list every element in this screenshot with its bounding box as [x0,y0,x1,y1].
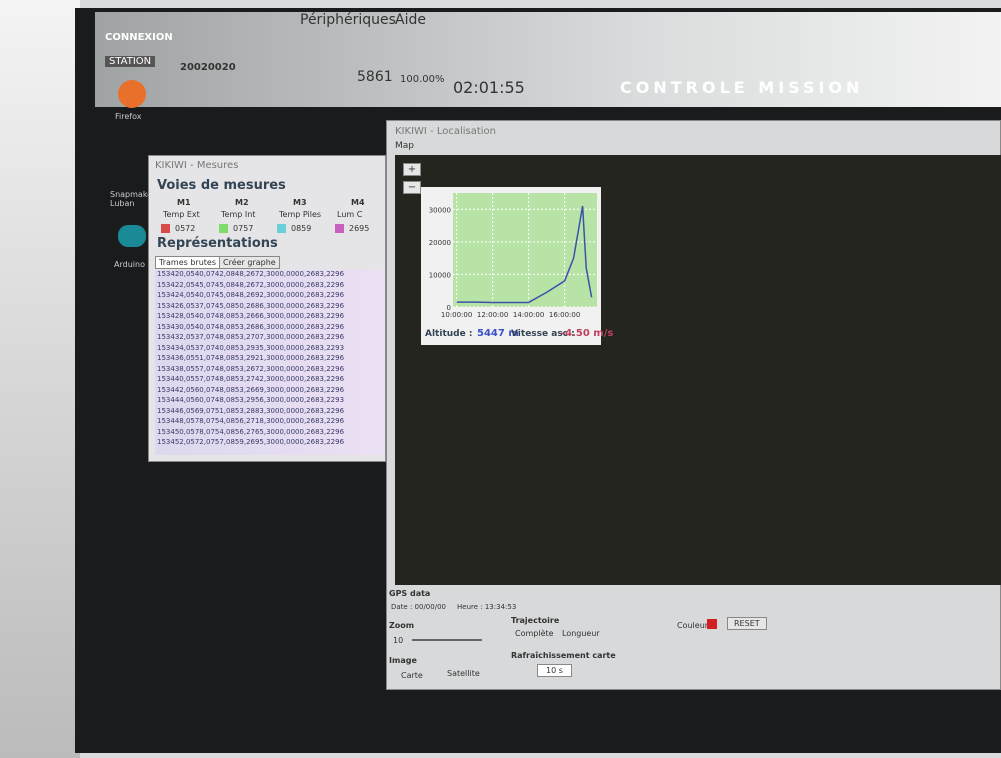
window-title: KIKIWI - Localisation [395,126,497,137]
refresh-select[interactable]: 10 s [537,664,572,677]
zoom-label: Zoom [389,621,415,630]
speed-value: -4.50 m/s [561,328,614,339]
reset-button[interactable]: RESET [727,617,767,630]
frame-row: 153426,0537,0745,0850,2686,3000,0000,268… [157,301,345,310]
channel-swatch [277,224,286,233]
y-tick-label: 0 [447,304,451,312]
channel-value: 0859 [291,224,312,233]
longueur-label: Longueur [562,629,600,638]
window-title: KIKIWI - Mesures [155,160,239,171]
x-tick-label: 14:00:00 [513,311,544,319]
frame-row: 153446,0569,0751,0853,2883,3000,0000,268… [157,406,345,415]
x-tick-label: 10:00:00 [441,311,472,319]
firefox-icon[interactable] [118,80,146,108]
frames-list: 153420,0540,0742,0848,2672,3000,0000,268… [155,270,383,455]
frame-row: 153420,0540,0742,0848,2672,3000,0000,268… [157,270,345,278]
speed-label: Vitesse asc : [511,329,575,339]
trajectoire-label: Trajectoire [511,616,560,625]
arduino-icon[interactable] [118,225,146,247]
channel-swatch [219,224,228,233]
channel-id: M1 [177,198,191,207]
image-label: Image [389,656,417,665]
plot-area [453,193,597,307]
frames-count: 5861 [357,69,393,85]
channel-value: 0757 [233,224,254,233]
frame-row: 153438,0557,0748,0853,2672,3000,0000,268… [157,364,345,373]
connexion-label: CONNEXION [105,32,173,43]
channel-name: Temp Int [221,210,256,219]
y-tick-label: 10000 [429,271,451,279]
altitude-value: 5447 m [477,328,519,339]
menu-item[interactable]: Périphériques [300,12,396,28]
altitude-chart: 0 10000 20000 30000 10:00:00 12:00:00 14:00:00… [429,193,597,319]
station-label: STATION [105,56,156,67]
map-label: Map [395,141,414,151]
couleur-label: Couleur [677,621,709,630]
channel-value: 0572 [175,224,196,233]
frame-row: 153436,0551,0748,0853,2921,3000,0000,268… [157,354,345,362]
x-tick-label: 16:00:00 [549,311,580,319]
channel-name: Temp Ext [163,210,200,219]
channel-swatch [161,224,170,233]
gps-date: Date : 00/00/00 [391,603,446,611]
frame-row: 153450,0578,0754,0856,2765,3000,0000,268… [157,427,345,436]
frame-row: 153440,0557,0748,0853,2742,3000,0000,268… [157,375,345,383]
zoom-value: 10 [393,636,404,645]
percent: 100.00% [400,74,445,85]
map: + − 0 10000 20000 30000 10:00:00 12:00:00 14:0… [395,155,1001,585]
radio-carte[interactable]: Carte [401,671,423,680]
x-tick-label: 12:00:00 [477,311,508,319]
frame-row: 153452,0572,0757,0859,2695,3000,0000,268… [157,438,345,446]
localisation-window: KIKIWI - Localisation Map + − 0 10000 2000… [386,120,1001,690]
frame-row: 153422,0545,0745,0848,2672,3000,0000,268… [157,280,345,289]
channel-value: 2695 [349,224,370,233]
mesures-window: KIKIWI - Mesures Voies de mesures M1 Temp… [148,155,386,462]
top-bar: Périphériques Aide CONNEXION STATION 200… [95,12,1001,107]
channel-id: M2 [235,198,249,207]
menu-item[interactable]: Aide [395,12,426,28]
frame-row: 153448,0578,0754,0856,2718,3000,0000,268… [157,417,345,425]
altitude-line [456,205,593,304]
gps-title: GPS data [389,589,431,598]
y-tick-label: 20000 [429,239,451,247]
channel-name: Temp Piles [279,210,322,219]
refresh-label: Rafraîchissement carte [511,651,616,660]
icon-label[interactable]: Snapmaker Luban [110,190,156,208]
zoom-slider[interactable] [412,639,482,641]
section-title: Voies de mesures [157,178,286,193]
channel-id: M4 [351,198,365,207]
chart-panel: 0 10000 20000 30000 10:00:00 12:00:00 14:00:00… [421,187,613,345]
frame-row: 153434,0537,0740,0853,2935,3000,0000,268… [157,343,345,352]
zoom-button[interactable]: − [403,181,421,194]
channel-swatch [335,224,344,233]
gps-heure: Heure : 13:34:53 [457,603,517,611]
station-id: 20020020 [180,62,236,73]
color-swatch[interactable] [707,619,717,629]
section-title: Représentations [157,236,278,251]
banner: CONTROLE MISSION [620,78,864,97]
channel-name: Lum C [337,210,363,219]
tab[interactable]: Créer graphe [219,256,280,269]
clock: 02:01:55 [453,78,525,97]
icon-label[interactable]: Firefox [115,112,142,121]
wall [0,0,80,758]
frame-row: 153444,0560,0748,0853,2956,3000,0000,268… [157,396,345,404]
frame-row: 153428,0540,0748,0853,2666,3000,0000,268… [157,312,345,320]
y-tick-label: 30000 [429,206,451,214]
frame-row: 153432,0537,0748,0853,2707,3000,0000,268… [157,333,345,341]
checkbox-complete[interactable]: Complète [515,629,554,638]
zoom-button[interactable]: + [403,163,421,176]
radio-satellite[interactable]: Satellite [447,669,480,678]
altitude-label: Altitude : [425,329,473,339]
frame-row: 153430,0540,0748,0853,2686,3000,0000,268… [157,322,345,331]
desktop-icons: Firefox Snapmaker Luban Arduino [110,80,155,280]
frame-row: 153442,0560,0748,0853,2669,3000,0000,268… [157,385,345,394]
channel-id: M3 [293,198,307,207]
tab[interactable]: Trames brutes [155,256,220,269]
channels: M1 Temp Ext 0572 M2 Temp Int 0757 M3 Temp Piles… [155,198,385,243]
frame-row: 153424,0540,0745,0848,2692,3000,0000,268… [157,291,345,299]
icon-label[interactable]: Arduino [114,260,145,269]
